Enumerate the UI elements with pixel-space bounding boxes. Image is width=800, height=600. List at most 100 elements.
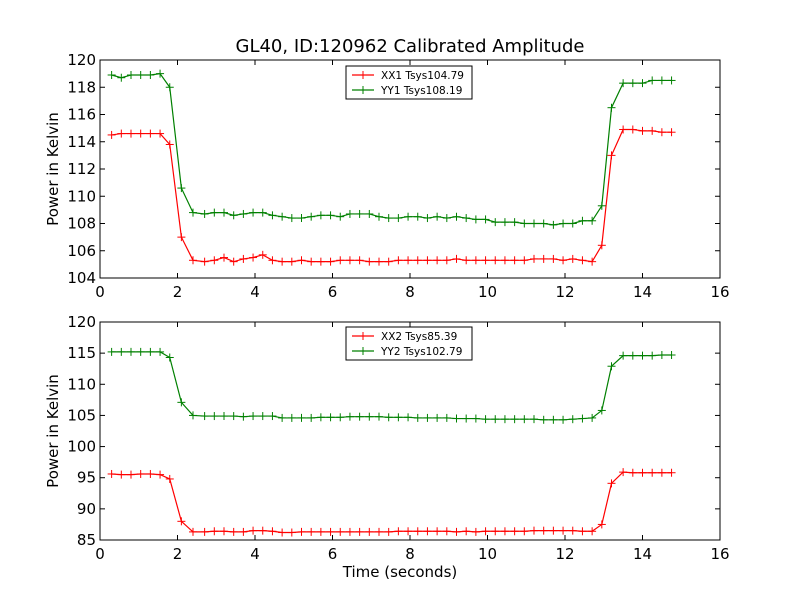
data-point (481, 256, 490, 265)
x-tick-label: 8 (405, 545, 415, 563)
y-tick-label: 106 (67, 242, 96, 260)
data-point (287, 413, 296, 422)
data-point (384, 527, 393, 536)
data-point (549, 415, 558, 424)
data-point (607, 151, 616, 160)
data-point (326, 257, 335, 266)
data-point (619, 468, 628, 477)
y-tick-label: 108 (67, 215, 96, 233)
data-point (462, 414, 471, 423)
data-point (619, 125, 628, 134)
y-tick-label: 115 (67, 344, 96, 362)
data-point (297, 214, 306, 223)
data-point (136, 70, 145, 79)
legend: XX2 Tsys85.39 YY2 Tsys102.79 (345, 326, 473, 361)
data-point (326, 527, 335, 536)
data-point (491, 527, 500, 536)
data-point (588, 257, 597, 266)
data-point (423, 214, 432, 223)
x-tick-label: 16 (710, 545, 729, 563)
legend-item: XX2 Tsys85.39 (352, 331, 457, 343)
data-point (638, 126, 647, 135)
y-tick-label: 118 (67, 78, 96, 96)
data-point (619, 79, 628, 88)
data-point (404, 256, 413, 265)
data-point (648, 126, 657, 135)
data-point (638, 79, 647, 88)
data-point (336, 256, 345, 265)
data-point (258, 526, 267, 535)
data-point (628, 79, 637, 88)
data-point (559, 256, 568, 265)
data-point (452, 527, 461, 536)
data-point (146, 129, 155, 138)
data-point (394, 214, 403, 223)
data-point (539, 219, 548, 228)
data-point (127, 129, 135, 138)
data-point (578, 216, 587, 225)
x-axis-label: Time (seconds) (342, 563, 458, 581)
data-point (146, 70, 155, 79)
data-point (462, 256, 471, 265)
data-point (165, 140, 174, 149)
legend-box (345, 326, 473, 361)
data-point (287, 257, 296, 266)
data-point (394, 413, 403, 422)
data-point (189, 256, 197, 265)
data-point (530, 219, 538, 228)
data-point (229, 257, 238, 266)
y-tick-label: 90 (77, 500, 96, 518)
data-point (597, 201, 606, 210)
y-tick-label: 120 (67, 51, 96, 69)
x-tick-label: 6 (328, 545, 338, 563)
data-point (404, 413, 413, 422)
data-point (500, 415, 509, 424)
data-point (229, 412, 238, 421)
data-point (268, 211, 277, 220)
legend-item: YY2 Tsys102.79 (352, 346, 462, 358)
data-point (249, 412, 258, 421)
data-point (239, 412, 248, 421)
x-tick-label: 14 (633, 545, 652, 563)
data-point (520, 527, 529, 536)
data-point (471, 414, 480, 423)
data-point (287, 214, 296, 223)
data-point (127, 70, 135, 79)
data-point (365, 412, 374, 421)
data-point (117, 470, 126, 479)
x-tick-label: 12 (555, 283, 574, 301)
data-point (530, 415, 538, 424)
data-point (278, 257, 287, 266)
data-point (146, 469, 155, 478)
data-point (200, 257, 209, 266)
data-point (462, 527, 471, 536)
data-point (657, 128, 666, 137)
y-tick-label: 114 (67, 133, 96, 151)
data-point (249, 208, 258, 217)
data-point (156, 69, 165, 78)
data-point (210, 412, 219, 421)
x-tick-label: 4 (250, 545, 260, 563)
data-point (530, 254, 538, 263)
data-point (268, 527, 277, 536)
data-point (316, 257, 325, 266)
data-point (355, 412, 364, 421)
data-point (491, 256, 500, 265)
data-point (481, 527, 490, 536)
data-point (404, 527, 413, 536)
data-point (568, 526, 577, 535)
data-point (667, 128, 676, 137)
data-point (375, 212, 383, 221)
data-point (394, 256, 403, 265)
data-point (657, 351, 666, 360)
data-point (189, 411, 197, 420)
data-point (336, 413, 345, 422)
data-point (404, 212, 413, 221)
data-point (648, 351, 657, 360)
data-point (200, 412, 209, 421)
data-point (200, 209, 209, 218)
data-point (107, 347, 116, 356)
data-point (345, 412, 354, 421)
data-point (442, 527, 451, 536)
